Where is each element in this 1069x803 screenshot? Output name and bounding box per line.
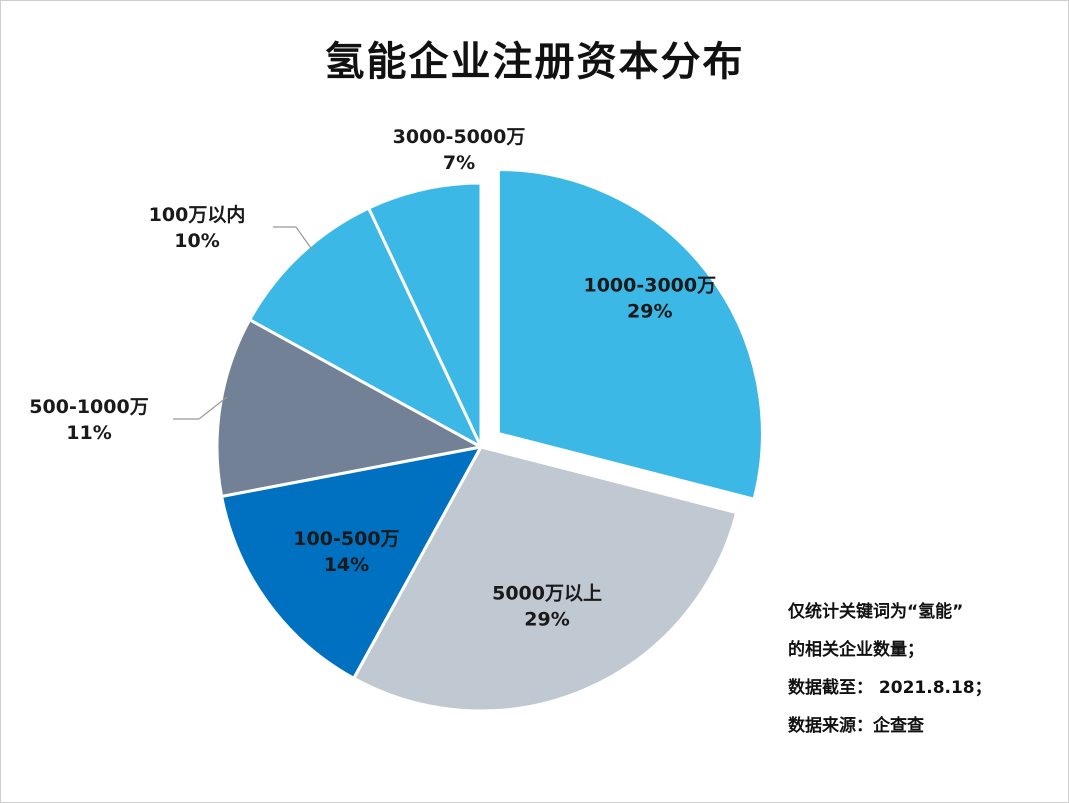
slice-category-label: 3000-5000万 (393, 126, 526, 148)
slice-category-label: 1000-3000万 (583, 275, 716, 297)
leader-line-100万以内 (295, 226, 314, 252)
slice-category-label: 100-500万 (293, 528, 399, 550)
chart-title: 氢能企业注册资本分布 (324, 39, 745, 85)
pie-slice-5000万以上 (351, 445, 739, 713)
slice-category-label: 100万以内 (149, 203, 246, 226)
pie-slice-100万以内 (247, 206, 485, 451)
pie-slice-3000-5000万 (366, 181, 483, 448)
slice-percent-label: 29% (524, 609, 569, 631)
note-line: 仅统计关键词为“氢能” (788, 602, 964, 622)
slice-category-label: 5000万以上 (492, 583, 602, 605)
slice-category-label: 500-1000万 (29, 396, 148, 418)
slice-percent-label: 29% (627, 301, 672, 323)
note-line: 的相关企业数量； (788, 640, 924, 660)
pie-slice-1000-3000万 (496, 168, 764, 501)
slice-percent-label: 7% (443, 152, 475, 174)
slice-percent-label: 14% (324, 554, 369, 576)
footnote: 仅统计关键词为“氢能” 的相关企业数量； 数据截至： 2021.8.18； 数据… (788, 593, 992, 745)
slice-percent-label: 10% (174, 230, 219, 252)
leader-line-500-1000万 (198, 396, 228, 420)
note-line: 数据来源：企查查 (788, 716, 924, 736)
pie-slice-500-1000万 (215, 317, 486, 499)
pie-slice-100-500万 (219, 444, 484, 681)
note-line: 数据截至： 2021.8.18； (788, 678, 992, 698)
slice-percent-label: 11% (66, 422, 111, 444)
